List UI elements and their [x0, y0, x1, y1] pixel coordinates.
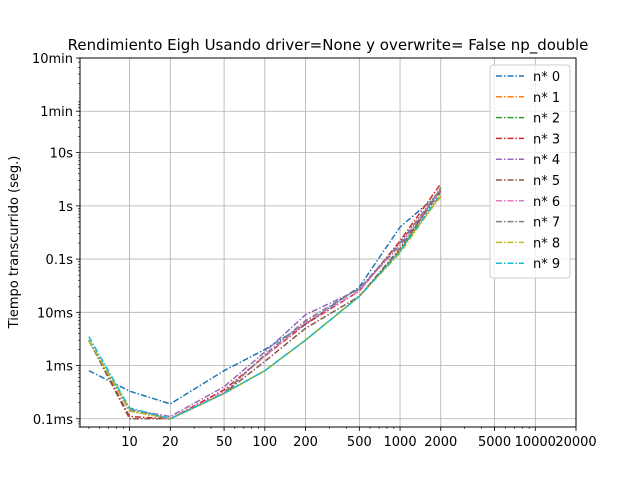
series-line-7 — [88, 188, 442, 420]
legend-label: n* 1 — [533, 91, 560, 106]
x-axis-ticks: 10 20 50 100 200 500 1000 2000 5000 10000 20000 — [121, 427, 597, 450]
legend-label: n* 2 — [533, 112, 560, 127]
x-tick-label: 200 — [293, 435, 318, 450]
legend-label: n* 4 — [533, 153, 560, 168]
y-tick-label: 1s — [58, 200, 73, 215]
x-tick-label: 500 — [347, 435, 372, 450]
x-tick-label: 1000 — [384, 435, 417, 450]
x-tick-label: 20 — [162, 435, 179, 450]
chart-title: Rendimiento Eigh Usando driver=None y ov… — [68, 36, 589, 55]
x-tick-label: 50 — [216, 435, 233, 450]
x-tick-label: 10000 — [515, 435, 556, 450]
y-axis-ticks: 0.1ms 1ms 10ms 0.1s 1s 10s 1min 10min — [32, 52, 80, 428]
series-line-9 — [88, 193, 442, 420]
legend: n* 0 n* 1 n* 2 n* 3 n* 4 n* 5 n* 6 n* 7 n* 8 n* 9 — [489, 64, 571, 279]
y-tick-label: 0.1s — [46, 253, 74, 268]
series-line-0 — [88, 191, 442, 405]
series-line-8 — [88, 194, 442, 420]
y-tick-label: 0.1ms — [33, 413, 73, 428]
series-lines — [88, 183, 442, 420]
y-tick-label: 10ms — [37, 306, 73, 321]
y-tick-label: 1min — [40, 105, 73, 120]
legend-label: n* 0 — [533, 70, 560, 85]
y-tick-label: 1ms — [45, 360, 73, 375]
plot-frame — [79, 57, 577, 428]
legend-label: n* 9 — [533, 257, 560, 272]
legend-label: n* 3 — [533, 132, 560, 147]
legend-label: n* 7 — [533, 216, 560, 231]
y-tick-label: 10s — [50, 147, 74, 162]
legend-label: n* 8 — [533, 236, 560, 251]
x-tick-label: 20000 — [555, 435, 596, 450]
legend-items: n* 0 n* 1 n* 2 n* 3 n* 4 n* 5 n* 6 n* 7 n* 8 n* 9 — [496, 70, 560, 272]
x-tick-label: 10 — [121, 435, 138, 450]
legend-label: n* 6 — [533, 195, 560, 210]
legend-label: n* 5 — [533, 174, 560, 189]
y-axis-label: Tiempo transcurrido (seg.) — [7, 156, 22, 330]
y-tick-label: 10min — [32, 52, 73, 67]
x-tick-label: 2000 — [424, 435, 457, 450]
x-tick-label: 100 — [252, 435, 277, 450]
x-tick-label: 5000 — [478, 435, 511, 450]
